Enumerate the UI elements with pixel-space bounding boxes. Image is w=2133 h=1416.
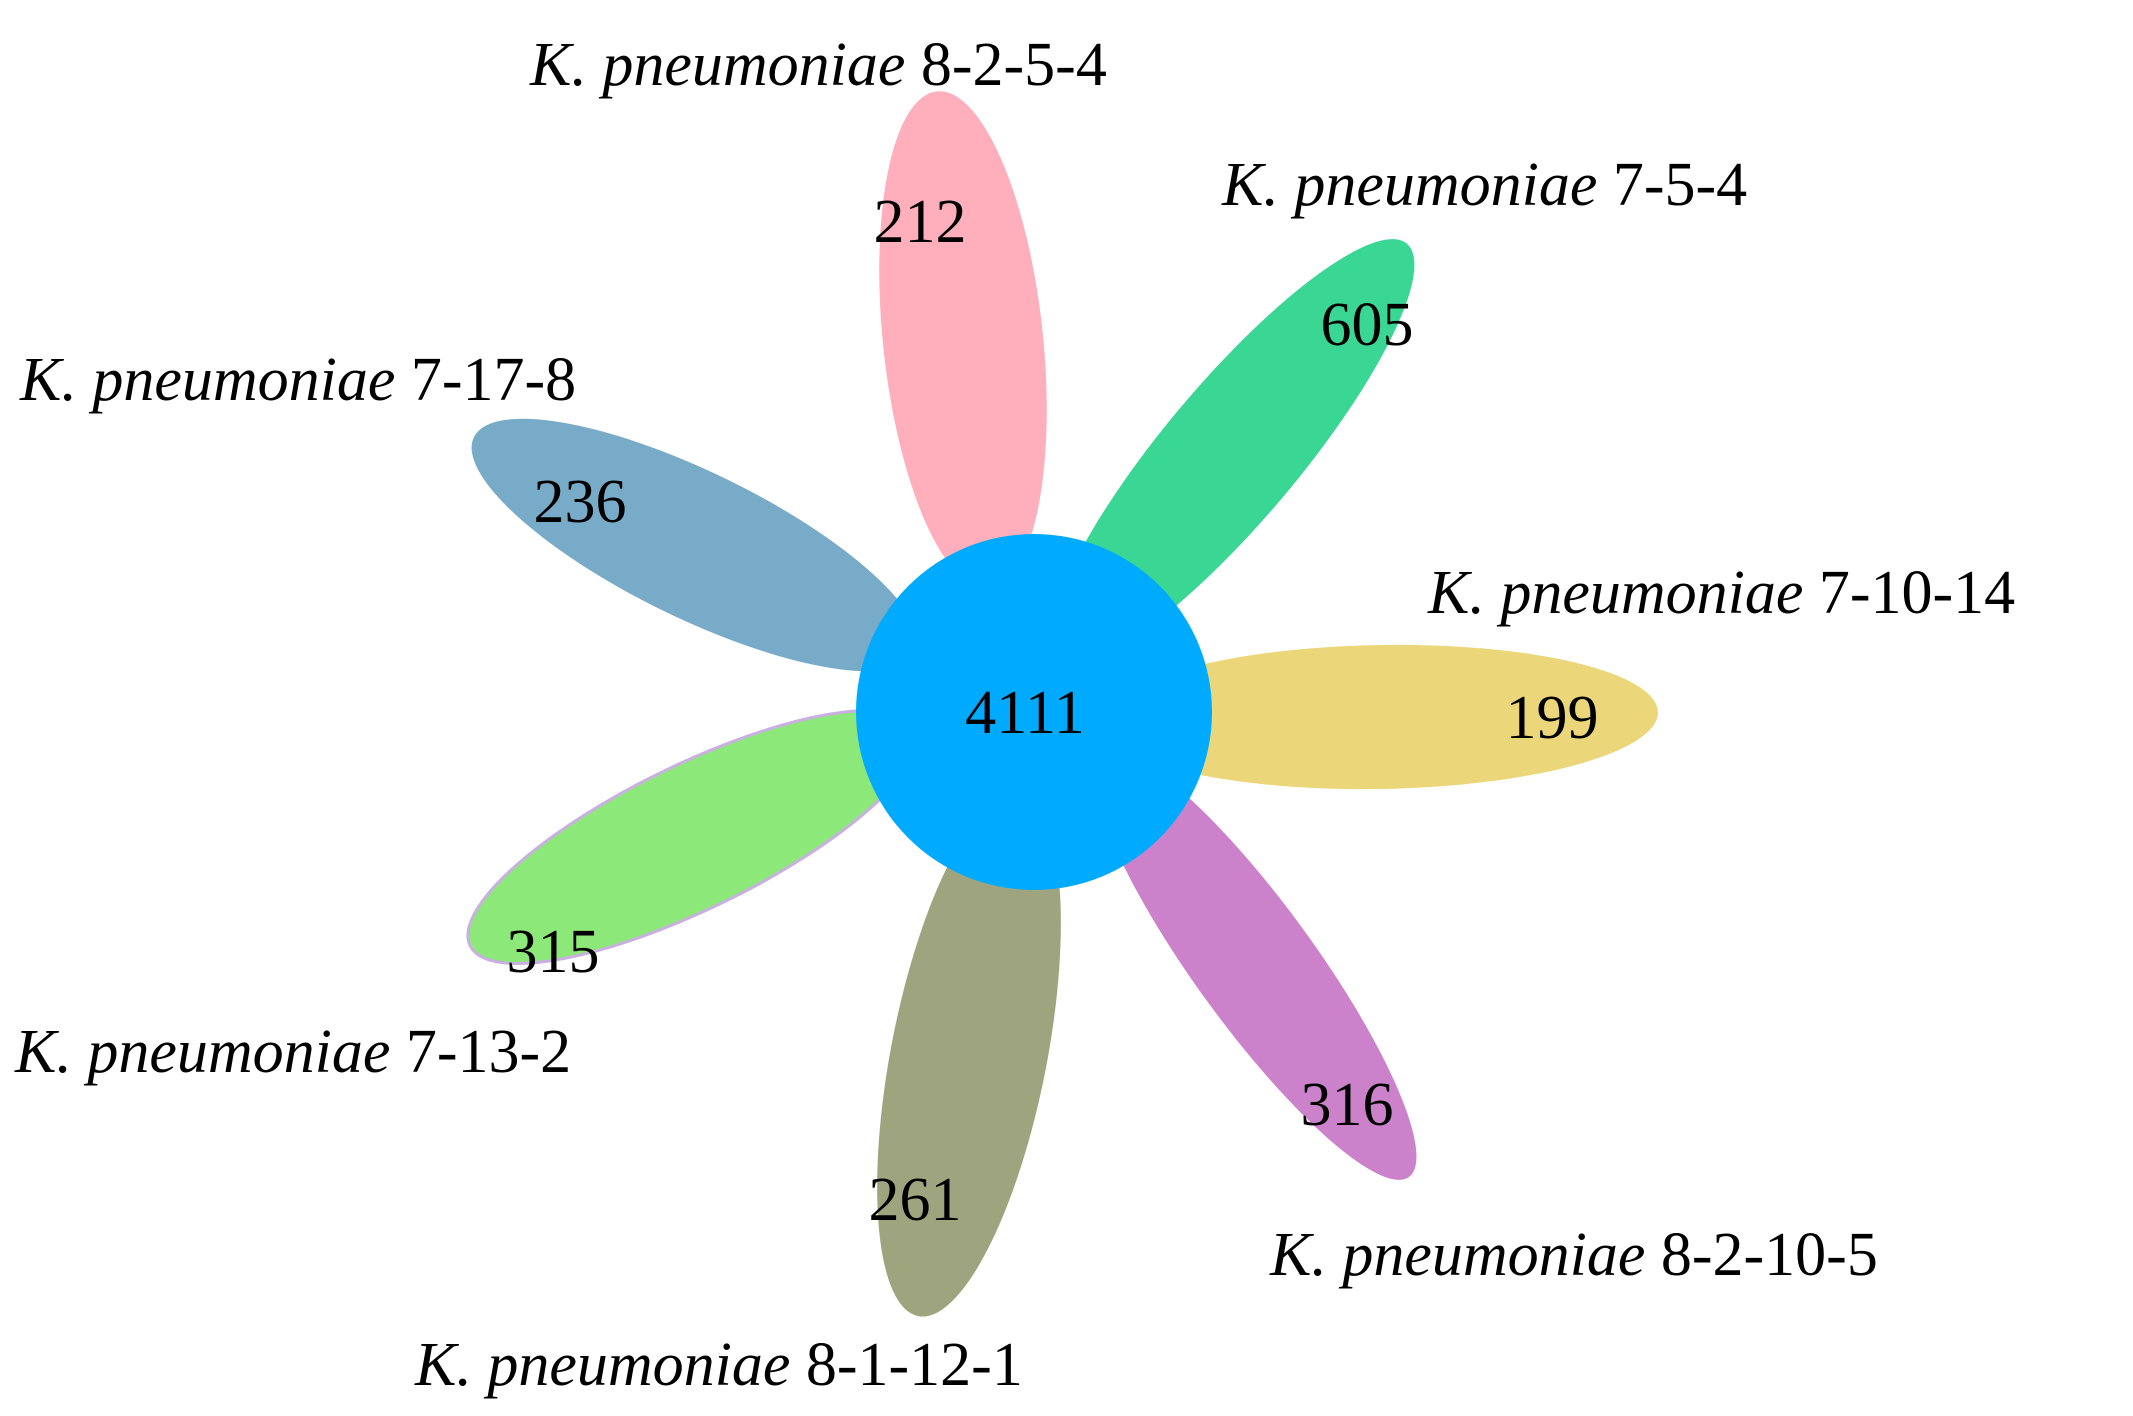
- petal-7-5-4: [1049, 239, 1415, 665]
- core-circle: [856, 534, 1212, 890]
- count-8-2-5-4: 212: [874, 188, 967, 256]
- label-7-13-2-genus: K. pneumoniae: [14, 1018, 406, 1086]
- label-7-5-4: K. pneumoniae 7-5-4: [1221, 151, 1747, 219]
- core-count: 4111: [965, 679, 1084, 747]
- label-8-2-10-5: K. pneumoniae 8-2-10-5: [1269, 1221, 1878, 1289]
- label-7-5-4-genus: K. pneumoniae: [1221, 151, 1613, 219]
- label-7-17-8-genus: K. pneumoniae: [19, 346, 411, 414]
- label-8-1-12-1-genus: K. pneumoniae: [414, 1331, 806, 1399]
- count-7-13-2: 315: [507, 918, 600, 986]
- count-8-2-10-5: 316: [1301, 1071, 1394, 1139]
- label-7-10-14: K. pneumoniae 7-10-14: [1427, 559, 2015, 627]
- count-8-1-12-1: 261: [869, 1166, 962, 1234]
- petal-8-2-5-4: [879, 91, 1047, 589]
- label-7-17-8: K. pneumoniae 7-17-8: [19, 346, 576, 414]
- strain-labels: K. pneumoniae 8-2-5-4 K. pneumoniae 7-5-…: [14, 31, 2015, 1399]
- petal-counts: 212 605 199 316 261 315 236: [507, 188, 1599, 1234]
- label-7-13-2-strain: 7-13-2: [406, 1018, 571, 1086]
- count-7-17-8: 236: [534, 468, 627, 536]
- petal-7-17-8: [471, 418, 919, 672]
- petal-8-2-10-5: [1093, 750, 1417, 1180]
- label-8-2-5-4: K. pneumoniae 8-2-5-4: [529, 31, 1107, 99]
- count-7-5-4: 605: [1321, 291, 1414, 359]
- label-8-2-10-5-strain: 8-2-10-5: [1661, 1221, 1878, 1289]
- count-7-10-14: 199: [1506, 684, 1599, 752]
- label-8-1-12-1: K. pneumoniae 8-1-12-1: [414, 1331, 1023, 1399]
- label-8-2-5-4-strain: 8-2-5-4: [921, 31, 1107, 99]
- label-7-10-14-genus: K. pneumoniae: [1427, 559, 1819, 627]
- label-8-2-10-5-genus: K. pneumoniae: [1269, 1221, 1661, 1289]
- label-8-1-12-1-strain: 8-1-12-1: [806, 1331, 1023, 1399]
- label-7-10-14-strain: 7-10-14: [1819, 559, 2015, 627]
- label-7-13-2: K. pneumoniae 7-13-2: [14, 1018, 571, 1086]
- petal-8-1-12-1: [877, 793, 1061, 1317]
- label-8-2-5-4-genus: K. pneumoniae: [529, 31, 921, 99]
- petals: [466, 91, 1658, 1317]
- label-7-17-8-strain: 7-17-8: [411, 346, 576, 414]
- petal-7-10-14: [1102, 644, 1658, 790]
- label-7-5-4-strain: 7-5-4: [1613, 151, 1747, 219]
